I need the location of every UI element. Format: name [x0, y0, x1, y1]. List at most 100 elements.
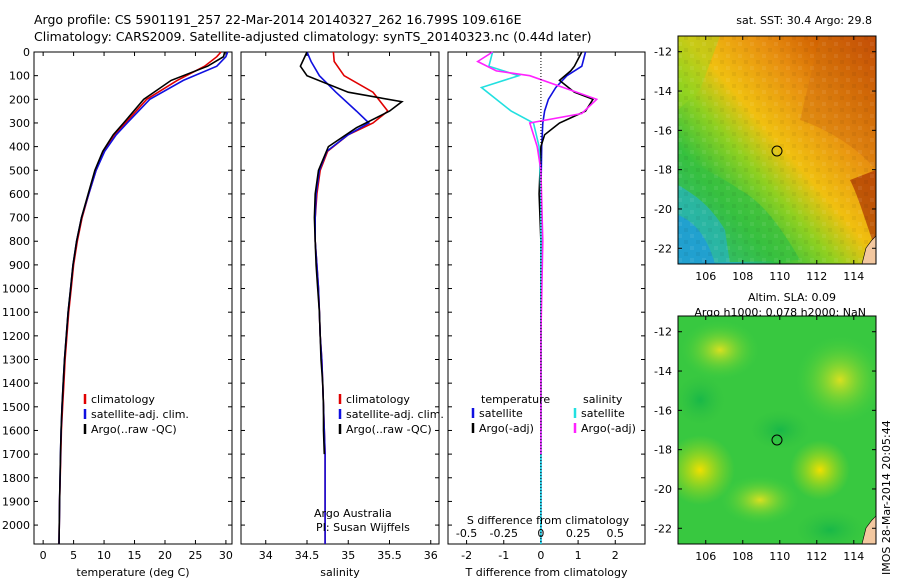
series-line-1: [538, 51, 595, 431]
depth-tick-label: 600: [9, 188, 30, 201]
diff-sal-legend-label: satellite: [581, 407, 625, 420]
depth-tick-label: 900: [9, 259, 30, 272]
depth-tick-label: 1800: [2, 472, 30, 485]
s-tick-label: 0.5: [607, 527, 625, 540]
diff-temp-legend-label: satellite: [479, 407, 523, 420]
argo-australia-note: Argo Australia: [314, 507, 392, 520]
depth-tick-label: 1900: [2, 495, 30, 508]
depth-tick-label: 1600: [2, 424, 30, 437]
sst-xtick-label: 110: [769, 270, 790, 283]
s-tick-label: 0: [537, 527, 544, 540]
depth-tick-label: 300: [9, 117, 30, 130]
temp-legend-label: Argo(..raw -QC): [91, 423, 177, 436]
x-tick-label: 1: [575, 549, 582, 562]
diff-sal-legend-label: Argo(-adj): [581, 422, 636, 435]
depth-tick-label: 1700: [2, 448, 30, 461]
sst-xtick-label: 114: [843, 270, 864, 283]
x-axis-label: temperature (deg C): [76, 566, 189, 579]
x-tick-label: 36: [424, 549, 438, 562]
s-tick-label: -0.25: [490, 527, 518, 540]
sla-xtick-label: 106: [695, 550, 716, 563]
sst-map-title: sat. SST: 30.4 Argo: 29.8: [736, 14, 872, 27]
temp-legend-label: climatology: [91, 393, 155, 406]
header-line-2: Climatology: CARS2009. Satellite-adjuste…: [34, 29, 592, 44]
panel-frame-1: [240, 51, 440, 545]
x-tick-label: 15: [128, 549, 142, 562]
diff-legend-title-temp: temperature: [481, 393, 550, 406]
sst-profile-marker: [771, 145, 783, 157]
series-line-0: [540, 51, 587, 544]
depth-tick-label: 500: [9, 164, 30, 177]
x-tick-label: 20: [158, 549, 172, 562]
series-line-2: [58, 51, 226, 545]
x-tick-label: 0: [40, 549, 47, 562]
sst-heatmap: [678, 36, 876, 264]
x-tick-label: 35.5: [377, 549, 402, 562]
s-axis-label: S difference from climatology: [467, 514, 630, 527]
x-tick-label: 10: [97, 549, 111, 562]
depth-tick-label: 1500: [2, 401, 30, 414]
header-line-1: Argo profile: CS 5901191_257 22-Mar-2014…: [34, 12, 522, 27]
sst-xtick-label: 112: [806, 270, 827, 283]
depth-tick-label: 1300: [2, 354, 30, 367]
sla-xtick-label: 108: [732, 550, 753, 563]
sst-ytick-label: -22: [654, 242, 672, 255]
sst-ytick-label: -12: [654, 46, 672, 59]
depth-tick-label: 700: [9, 212, 30, 225]
temp-legend-label: satellite-adj. clim.: [91, 408, 189, 421]
sst-ytick-label: -16: [654, 124, 672, 137]
depth-tick-label: 2000: [2, 519, 30, 532]
x-tick-label: -2: [461, 549, 472, 562]
x-tick-label: 0: [537, 549, 544, 562]
sla-ytick-label: -22: [654, 522, 672, 535]
s-tick-label: 0.25: [566, 527, 591, 540]
map-panels: -12 -14 -16 -18 -20 -22 106 108 110 112 114 -12 -14 -…: [654, 35, 877, 563]
x-tick-label: 5: [70, 549, 77, 562]
series-line-0: [314, 51, 389, 544]
depth-tick-label: 200: [9, 93, 30, 106]
depth-tick-label: 0: [23, 46, 30, 59]
plot-panels: 0100200300400500600700800900100011001200…: [2, 46, 646, 579]
sla-map-title-1: Altim. SLA: 0.09: [747, 291, 836, 304]
sal-legend-label: Argo(..raw -QC): [346, 423, 432, 436]
series-line-2: [479, 51, 542, 544]
x-tick-label: 35: [341, 549, 355, 562]
diff-legend-title-sal: salinity: [583, 393, 623, 406]
sla-xtick-label: 110: [769, 550, 790, 563]
sal-legend-label: climatology: [346, 393, 410, 406]
panel-frame-0: [33, 51, 233, 545]
panel-frame-2: [447, 51, 646, 545]
x-axis-label: T difference from climatology: [465, 566, 628, 579]
sla-profile-marker: [771, 434, 783, 446]
sla-map-frame: [677, 315, 877, 545]
x-tick-label: 34.5: [295, 549, 320, 562]
depth-tick-label: 1200: [2, 330, 30, 343]
x-tick-label: -1: [498, 549, 509, 562]
x-tick-label: 30: [219, 549, 233, 562]
sla-ytick-label: -12: [654, 326, 672, 339]
sla-ytick-label: -20: [654, 483, 672, 496]
depth-tick-label: 1400: [2, 377, 30, 390]
sst-map-frame: [677, 35, 877, 265]
depth-tick-label: 1000: [2, 283, 30, 296]
depth-tick-label: 400: [9, 141, 30, 154]
sla-heatmap: [678, 316, 876, 544]
x-tick-label: 34: [259, 549, 273, 562]
pi-note: PI: Susan Wijffels: [316, 521, 410, 534]
sla-ytick-label: -14: [654, 365, 672, 378]
x-axis-label: salinity: [320, 566, 360, 579]
sla-xtick-label: 112: [806, 550, 827, 563]
sst-ytick-label: -20: [654, 203, 672, 216]
x-tick-label: 25: [188, 549, 202, 562]
depth-tick-label: 100: [9, 70, 30, 83]
sla-xtick-label: 114: [843, 550, 864, 563]
sal-legend-label: satellite-adj. clim.: [346, 408, 444, 421]
series-line-3: [476, 51, 599, 455]
series-line-1: [58, 51, 229, 545]
depth-tick-label: 800: [9, 235, 30, 248]
sla-ytick-label: -18: [654, 444, 672, 457]
s-tick-label: -0.5: [456, 527, 477, 540]
sla-ytick-label: -16: [654, 404, 672, 417]
series-line-0: [58, 51, 222, 545]
